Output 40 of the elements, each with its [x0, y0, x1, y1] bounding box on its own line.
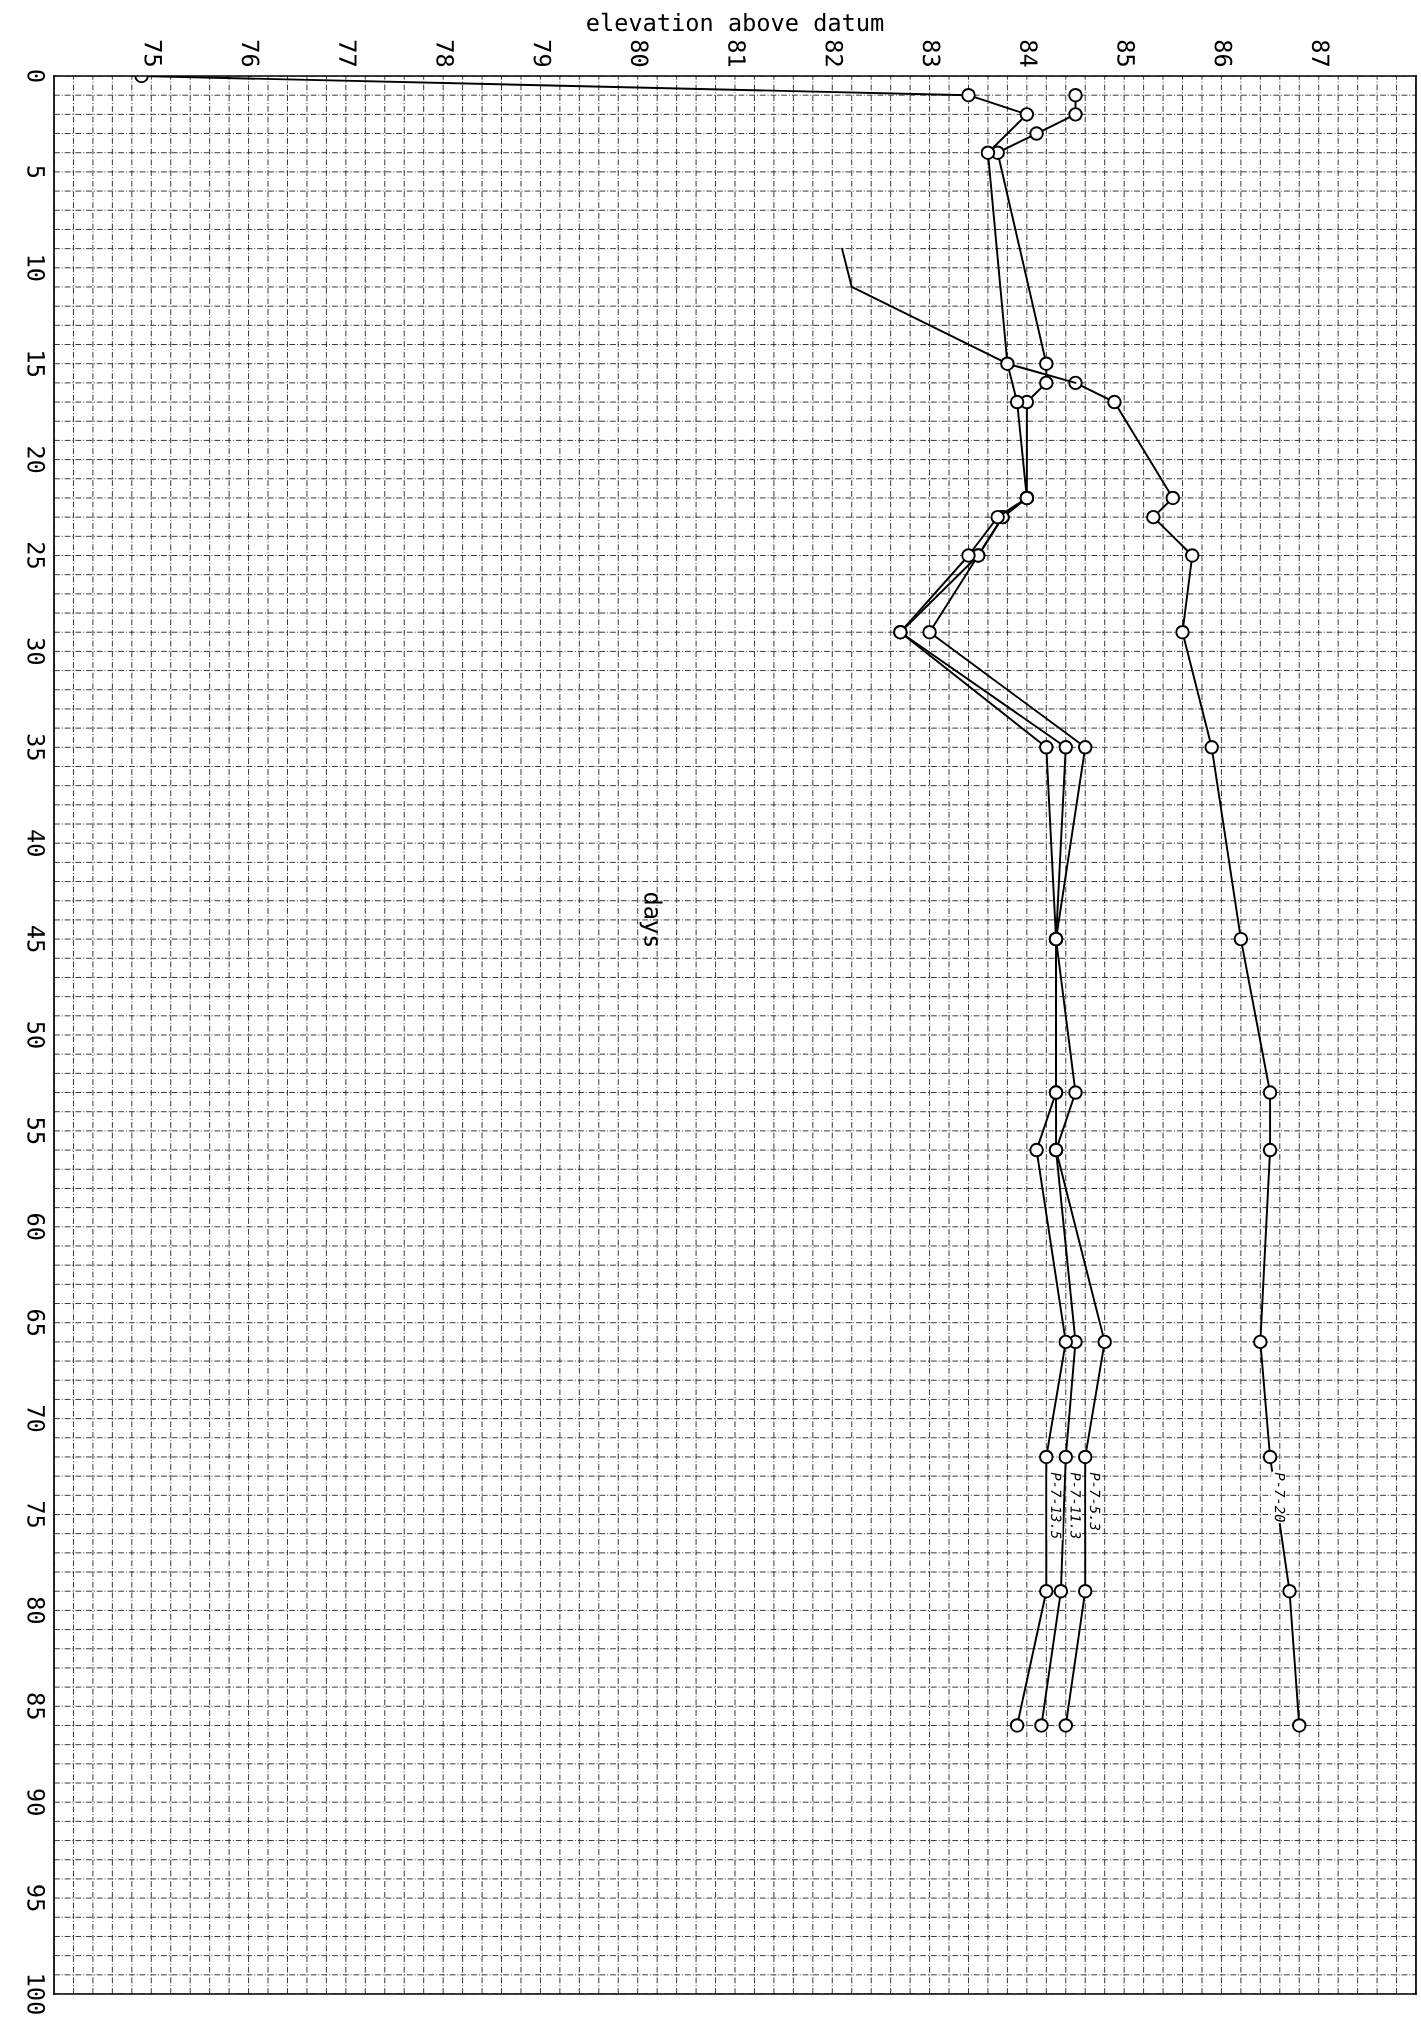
y-tick-label: 10	[27, 256, 46, 281]
y-tick-label: 20	[27, 447, 46, 473]
y-tick-label: 95	[27, 1885, 46, 1911]
x-tick-label: 79	[533, 40, 552, 67]
y-tick-label: 100	[27, 1975, 46, 2014]
x-tick-label: 77	[339, 40, 357, 66]
y-axis-title: days	[639, 892, 663, 947]
x-tick-label: 83	[922, 40, 941, 66]
text: P-7-13.5	[1050, 1472, 1062, 1539]
y-tick-label: 5	[27, 166, 45, 178]
y-tick-label: 75	[27, 1501, 45, 1527]
x-tick-label: 81	[728, 40, 746, 67]
y-tick-label: 50	[27, 1022, 46, 1048]
y-tick-label: 90	[27, 1789, 46, 1815]
y-tick-label: 35	[27, 734, 46, 760]
x-tick-label: 75	[144, 40, 162, 66]
x-tick-label: 85	[1117, 40, 1136, 66]
y-tick-label: 80	[27, 1597, 46, 1624]
y-tick-label: 0	[27, 70, 46, 82]
y-tick-label: 45	[27, 926, 45, 952]
y-tick-label: 85	[27, 1693, 46, 1719]
x-tick-label: 84	[1019, 40, 1038, 67]
y-tick-label: 70	[27, 1405, 46, 1432]
x-tick-label: 87	[1311, 40, 1330, 66]
y-tick-label: 25	[27, 543, 46, 568]
x-tick-label: 80	[630, 40, 649, 67]
y-tick-label: 30	[27, 638, 46, 665]
text: P-7-11.3	[1070, 1472, 1081, 1539]
text: P-7-5.3	[1089, 1472, 1101, 1530]
y-tick-label: 60	[27, 1214, 46, 1240]
y-tick-label: 40	[27, 830, 46, 856]
text: P-7-20	[1274, 1472, 1286, 1522]
y-tick-label: 15	[27, 352, 45, 377]
x-tick-label: 76	[241, 40, 260, 67]
x-tick-label: 86	[1214, 40, 1233, 67]
y-tick-label: 65	[27, 1310, 46, 1336]
x-axis-title: elevation above datum	[587, 12, 884, 32]
x-tick-label: 78	[436, 40, 455, 67]
y-tick-label: 55	[27, 1118, 45, 1144]
x-tick-label: 82	[825, 40, 844, 66]
